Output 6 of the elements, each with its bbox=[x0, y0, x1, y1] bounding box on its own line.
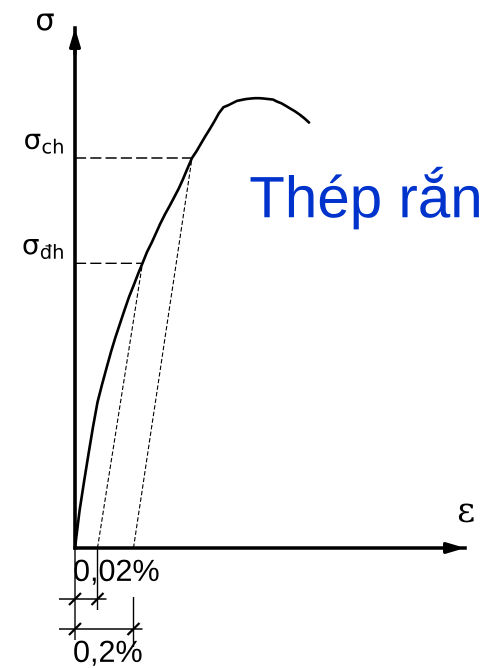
y-axis-title: σ bbox=[36, 13, 54, 31]
text: 0,2% bbox=[74, 640, 142, 666]
text: Thép rắn bbox=[250, 166, 479, 230]
ref-line-label: σ$_{ch}$ bbox=[25, 134, 63, 154]
ref-line-label: σ$_{đh}$ bbox=[23, 238, 63, 260]
x-axis-title: ε bbox=[458, 503, 474, 522]
